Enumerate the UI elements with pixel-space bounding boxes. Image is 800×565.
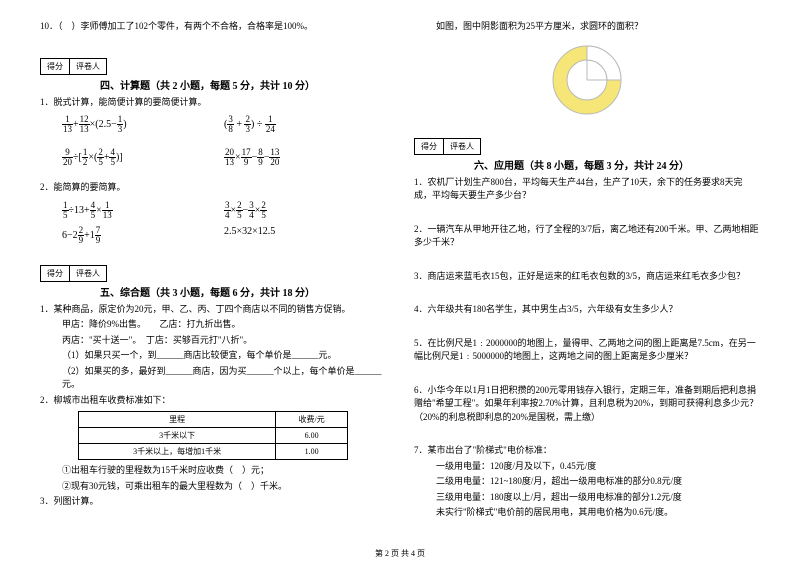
formula-1a: 113+1213×(2.5−13) (62, 115, 224, 134)
s6-q7-2: 一级用电量：120度/月及以下，0.45元/度 (436, 460, 760, 474)
formula-1b: (38 + 23) ÷ 124 (224, 115, 386, 134)
formula-row-3: 15÷13+45×113 34×25−34×25 (62, 201, 386, 220)
s5-q1-1: 1．某种商品，原定价为20元，甲、乙、丙、丁四个商店以不同的销售方促销。 (40, 303, 386, 317)
td-r1c2: 6.00 (276, 428, 348, 444)
right-column: 如图，图中阴影面积为25平方厘米，求圆环的面积？ 得分 评卷人 六、应用题（共 … (414, 18, 760, 522)
s5-q1-4: （1）如果只买一个，到______商店比较便宜，每个单价是______元。 (62, 349, 386, 363)
fare-table: 里程收费/元 3千米以下6.00 3千米以上，每增加1千米1.00 (78, 411, 348, 460)
s5-q1-2: 甲店：降价9%出售。 乙店：打九折出售。 (62, 318, 386, 332)
s5-q3: 3．列图计算。 (40, 495, 386, 509)
s6-q2: 2．一辆汽车从甲地开往乙地，行了全程的3/7后，离乙地还有200千米。甲、乙两地… (414, 223, 760, 250)
formula-3b: 34×25−34×25 (224, 201, 386, 220)
s5-q2: 2．柳城市出租车收费标准如下： (40, 394, 386, 408)
formula-2a: 920÷[12×(25+45)] (62, 148, 224, 167)
s6-q4: 4．六年级共有180名学生，其中男生占3/5，六年级有女生多少人？ (414, 303, 760, 317)
s5-q2a: ①出租车行驶的里程数为15千米时应收费（ ）元； (62, 464, 386, 478)
td-r2c2: 1.00 (276, 444, 348, 460)
formula-3a: 15÷13+45×113 (62, 201, 224, 220)
th-fee: 收费/元 (276, 412, 348, 428)
section6-title: 六、应用题（共 8 小题，每题 3 分，共计 24 分） (474, 157, 760, 172)
formula-2b: 2013×179−89−1320 (224, 148, 386, 167)
page-columns: 10．（ ）李师傅加工了102个零件，有两个不合格，合格率是100%。 得分 评… (40, 18, 760, 522)
td-r1c1: 3千米以下 (79, 428, 276, 444)
grader-label: 评卷人 (70, 59, 106, 74)
score-label: 得分 (41, 266, 70, 281)
s6-q3: 3．商店运来蓝毛衣15包，正好是运来的红毛衣包数的3/5，商店运来红毛衣多少包？ (414, 270, 760, 284)
formula-row-2: 920÷[12×(25+45)] 2013×179−89−1320 (62, 148, 386, 167)
formula-4a: 6−229+179 (62, 226, 224, 245)
score-box-4: 得分 评卷人 (40, 58, 107, 75)
ring-figure (414, 40, 760, 122)
formula-row-4: 6−229+179 2.5×32×12.5 (62, 226, 386, 245)
s4-q1: 1．脱式计算，能简便计算的要简便计算。 (40, 96, 386, 110)
page-footer: 第 2 页 共 4 页 (0, 548, 800, 559)
formula-4b: 2.5×32×12.5 (224, 226, 386, 245)
s6-q6: 6．小华今年以1月1日把积攒的200元零用钱存入银行，定期三年，准备到期后把利息… (414, 384, 760, 425)
section5-title: 五、综合题（共 3 小题，每题 6 分，共计 18 分） (100, 284, 386, 299)
s5-q2b: ②现有30元钱，可乘出租车的最大里程数为（ ）千米。 (62, 480, 386, 494)
s6-q7-3: 二级用电量：121~180度/月，超出一级用电标准的部分0.8元/度 (436, 475, 760, 489)
grader-label: 评卷人 (70, 266, 106, 281)
s6-q5: 5．在比例尺是1﹕2000000的地图上，量得甲、乙两地之间的图上距离是7.5c… (414, 337, 760, 364)
q10-text: 10．（ ）李师傅加工了102个零件，有两个不合格，合格率是100%。 (40, 20, 386, 34)
score-label: 得分 (415, 139, 444, 154)
left-column: 10．（ ）李师傅加工了102个零件，有两个不合格，合格率是100%。 得分 评… (40, 18, 386, 522)
s5-q1-3: 丙店："买十送一"。 丁店：买够百元打"八折"。 (62, 334, 386, 348)
s6-q7-4: 三级用电量：180度以上/月，超出一级用电标准的部分1.2元/度 (436, 491, 760, 505)
ring-svg (542, 40, 632, 120)
s4-q2: 2．能简算的要简算。 (40, 181, 386, 195)
grader-label: 评卷人 (444, 139, 480, 154)
ring-question: 如图，图中阴影面积为25平方厘米，求圆环的面积？ (436, 20, 760, 34)
s6-q7-5: 未实行"阶梯式"电价前的居民用电，其用电价格为0.6元/度。 (436, 506, 760, 520)
th-mileage: 里程 (79, 412, 276, 428)
td-r2c1: 3千米以上，每增加1千米 (79, 444, 276, 460)
score-label: 得分 (41, 59, 70, 74)
score-box-6: 得分 评卷人 (414, 138, 481, 155)
section4-title: 四、计算题（共 2 小题，每题 5 分，共计 10 分） (100, 77, 386, 92)
s6-q1: 1．农机厂计划生产800台，平均每天生产44台，生产了10天，余下的任务要求8天… (414, 176, 760, 203)
s5-q1-5: （2）如果买的多，最好到______商店，因为买______个以上，每个单价是_… (62, 365, 386, 392)
s6-q7-1: 7．某市出台了"阶梯式"电价标准： (414, 444, 760, 458)
score-box-5: 得分 评卷人 (40, 265, 107, 282)
formula-row-1: 113+1213×(2.5−13) (38 + 23) ÷ 124 (62, 115, 386, 134)
